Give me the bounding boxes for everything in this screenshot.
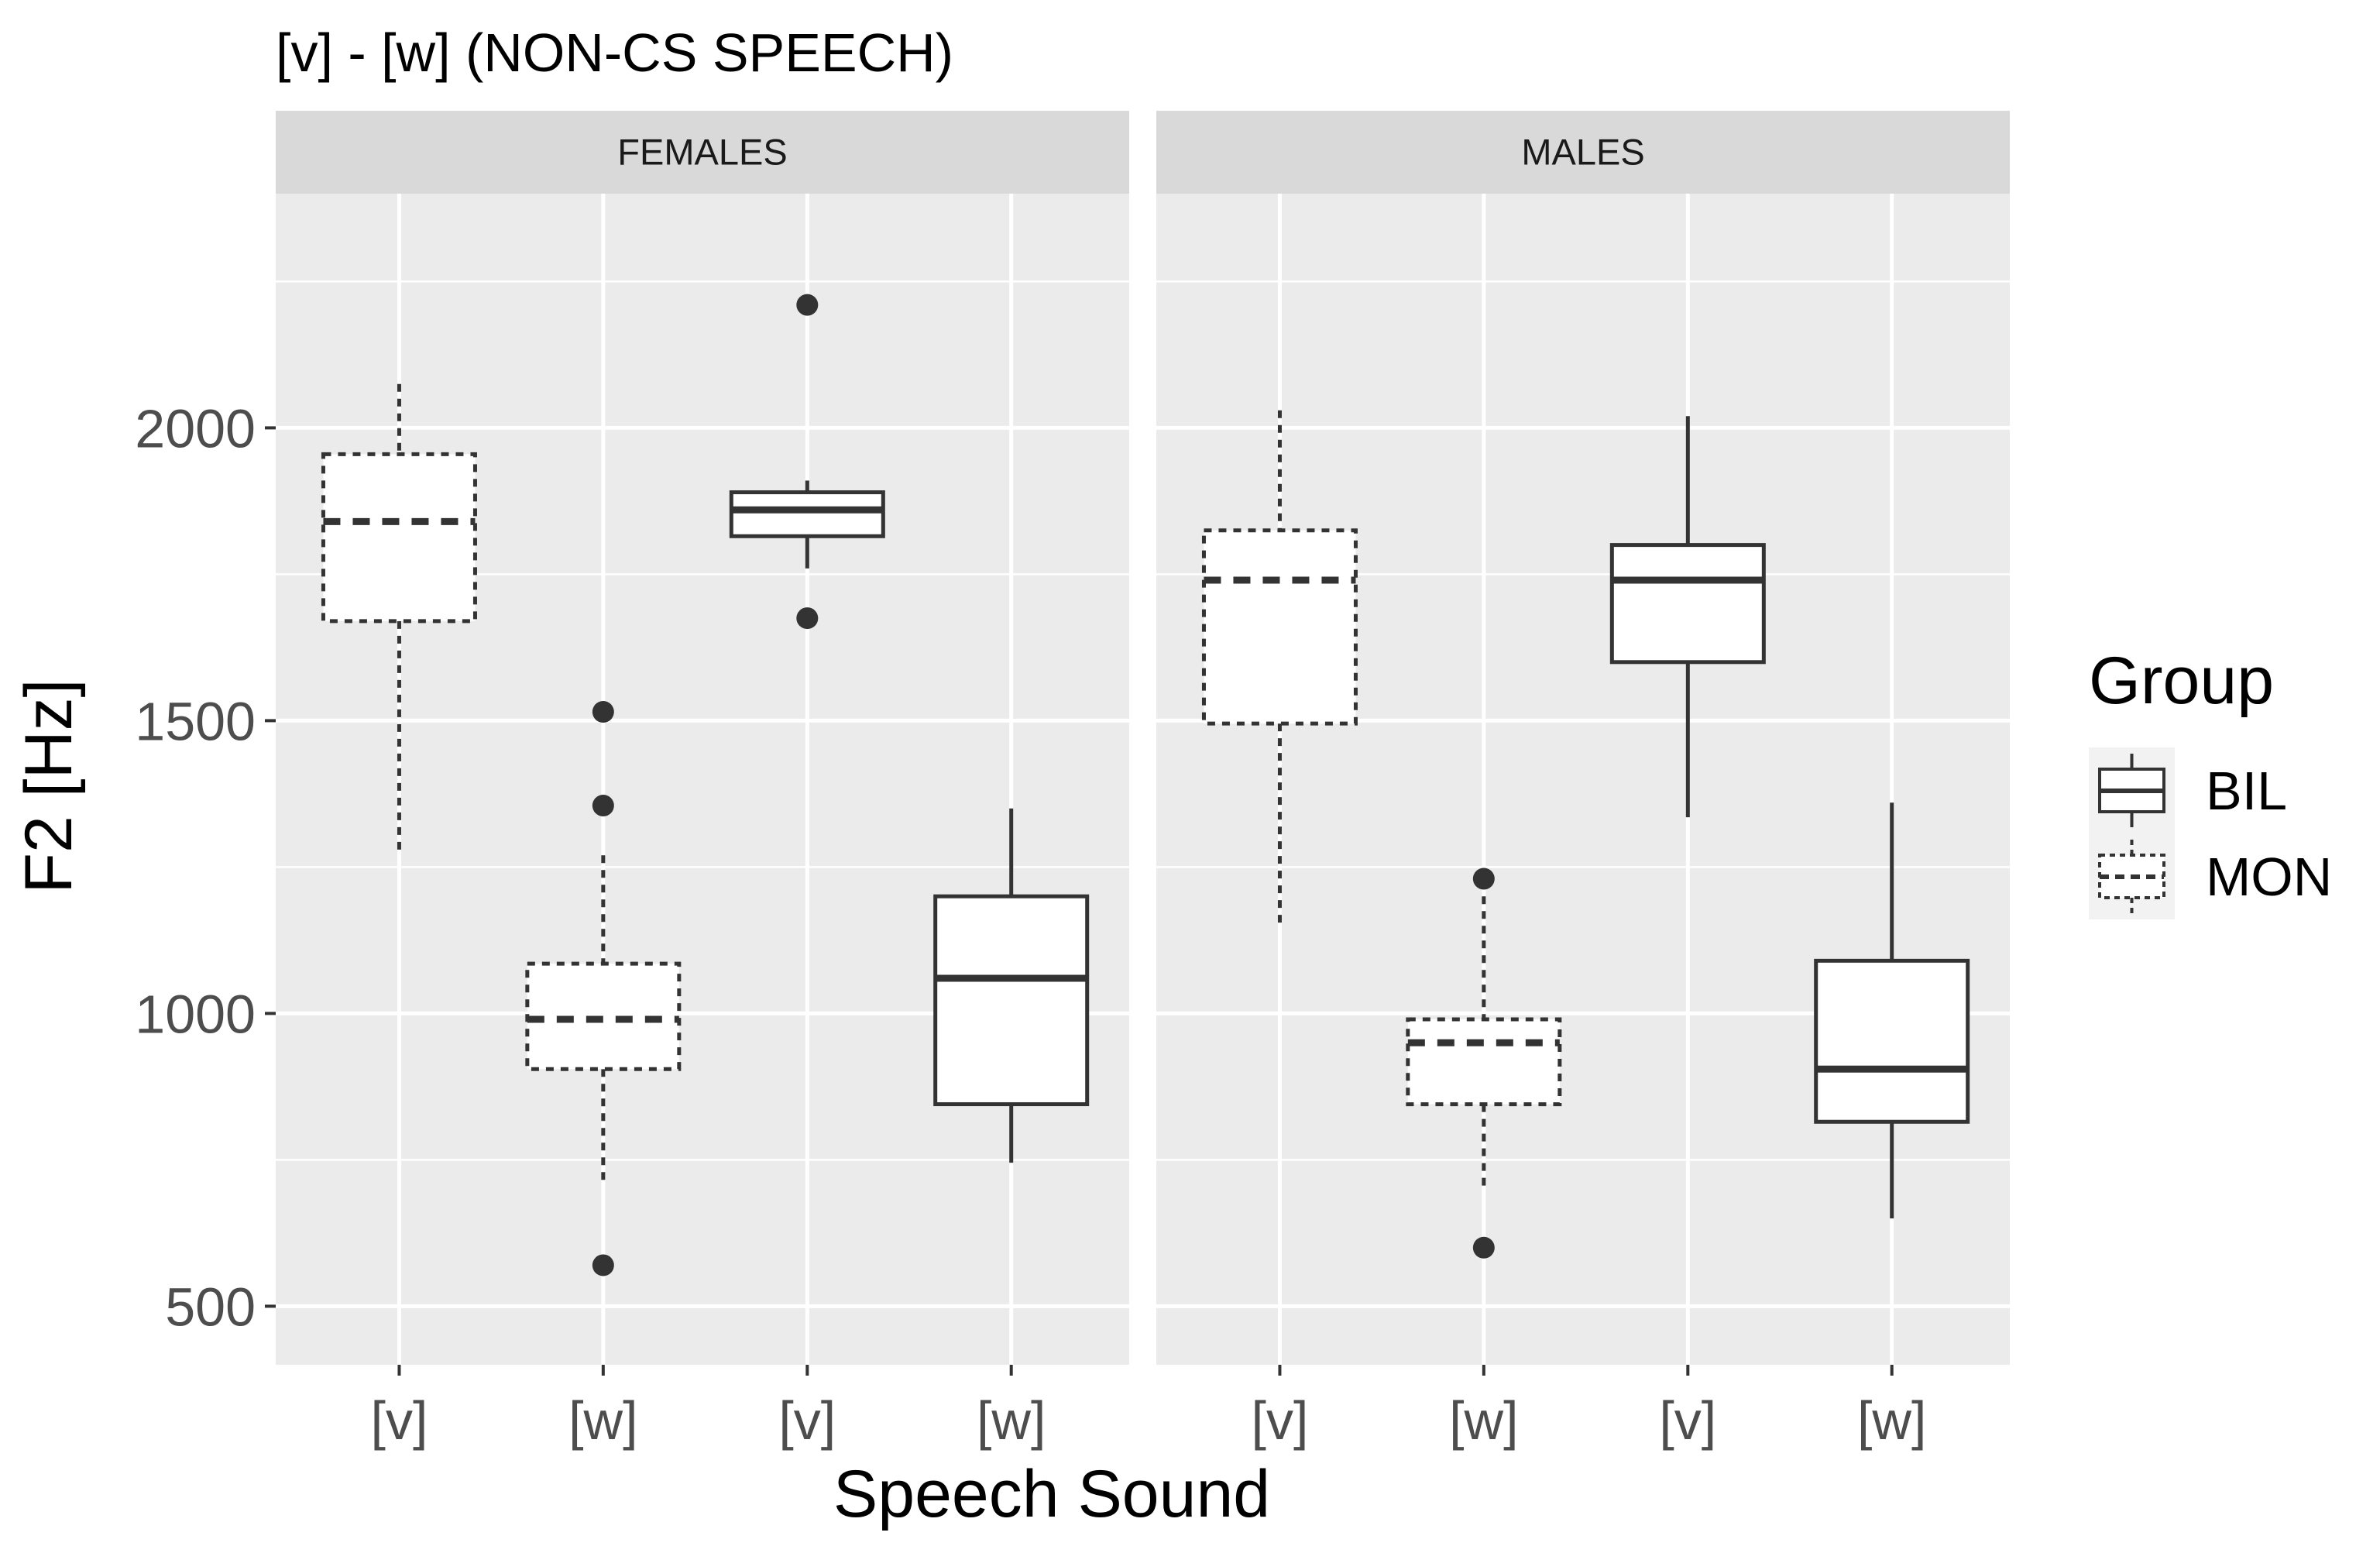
x-tick-label: [w] [568, 1390, 637, 1451]
outlier-point [592, 795, 614, 817]
x-tick-label: [w] [1449, 1390, 1518, 1451]
legend-label: BIL [2206, 761, 2287, 821]
box-body [933, 894, 1090, 1107]
box-body [1201, 528, 1358, 726]
legend-key-mon: MON [2089, 833, 2332, 919]
outlier-point [1472, 1236, 1495, 1259]
y-tick-label: 2000 [135, 398, 256, 459]
box-bil [1814, 802, 1970, 1218]
y-axis: 500 1000 1500 2000 [135, 398, 276, 1337]
plot-background [276, 194, 1129, 1365]
panel-males: MALES [v] [w] [v] [w] [1156, 111, 2010, 1451]
outlier-point [1472, 868, 1495, 890]
x-tick-label: [v] [778, 1390, 836, 1451]
outlier-point [796, 294, 819, 316]
box-body [729, 490, 885, 538]
x-tick-label: [v] [371, 1390, 428, 1451]
x-tick-label: [v] [1252, 1390, 1309, 1451]
box-bil [729, 294, 885, 630]
x-tick-label: [w] [1857, 1390, 1926, 1451]
box-bil [933, 808, 1090, 1163]
strip-background [1156, 111, 2010, 194]
legend-label: MON [2206, 847, 2332, 907]
box-body [321, 452, 477, 624]
box-mon [1406, 868, 1562, 1259]
outlier-point [796, 607, 819, 630]
outlier-point [592, 701, 614, 723]
box-body [1814, 958, 1970, 1124]
y-tick-label: 500 [165, 1276, 256, 1337]
x-axis-title: Speech Sound [833, 1457, 1270, 1531]
y-tick-label: 1500 [135, 691, 256, 751]
panels: FEMALES [v] [w] [v] [w] MALES [v] [w] [v] [w] 500 1… [135, 111, 2010, 1451]
box-body [1609, 543, 1766, 665]
legend-key-bil: BIL [2089, 747, 2287, 833]
box-mon [525, 701, 682, 1276]
y-axis-title: F2 [Hz] [12, 679, 86, 893]
strip-label: MALES [1521, 132, 1644, 173]
box-bil [1609, 416, 1766, 818]
outlier-point [592, 1254, 614, 1276]
legend: Group BIL MON [2089, 644, 2332, 919]
legend-title: Group [2089, 644, 2274, 718]
strip-label: FEMALES [617, 132, 787, 173]
box-mon [1201, 410, 1358, 929]
x-tick-label: [v] [1659, 1390, 1716, 1451]
legend-keys: BIL MON [2089, 747, 2332, 919]
x-tick-label: [w] [977, 1390, 1046, 1451]
panel-females: FEMALES [v] [w] [v] [w] [276, 111, 1129, 1451]
plot-background [1156, 194, 2010, 1365]
box-mon [321, 383, 477, 856]
strip-background [276, 111, 1129, 194]
y-tick-label: 1000 [135, 984, 256, 1044]
box-body [1406, 1017, 1562, 1107]
chart-title: [v] - [w] (NON-CS SPEECH) [276, 22, 953, 83]
